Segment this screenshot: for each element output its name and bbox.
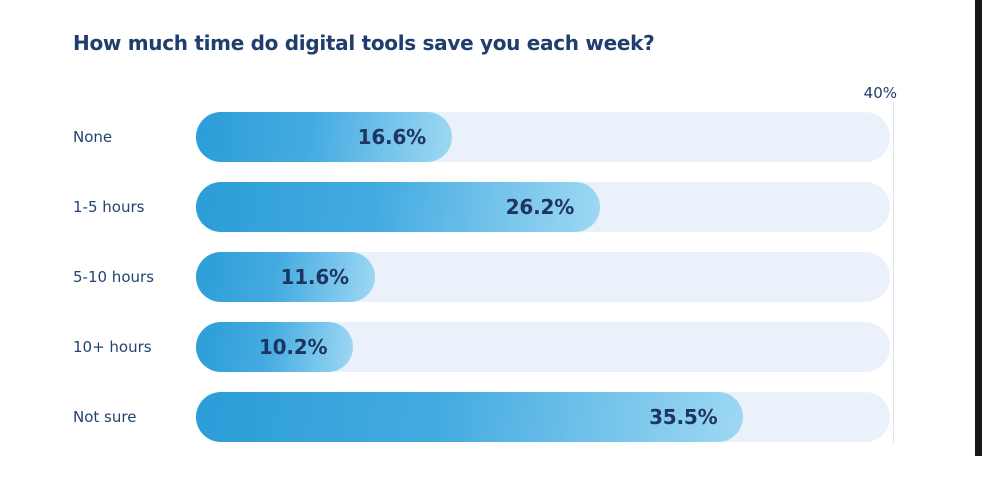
bar-row-5-10-hours: 5-10 hours 11.6%: [0, 252, 982, 302]
bar-row-not-sure: Not sure 35.5%: [0, 392, 982, 442]
axis-gridline: [893, 103, 894, 443]
value-label: 35.5%: [649, 405, 718, 429]
axis-max-tick-label: 40%: [863, 84, 897, 102]
category-label: 5-10 hours: [73, 268, 154, 286]
value-label: 11.6%: [280, 265, 350, 289]
category-label: 10+ hours: [73, 338, 152, 356]
bar-fill: 35.5%: [196, 392, 744, 442]
bar-fill: 26.2%: [196, 182, 601, 232]
bar-track: 16.6%: [196, 112, 890, 162]
screenshot-edge-strip: [975, 0, 982, 456]
bar-fill: 16.6%: [196, 112, 452, 162]
category-label: 1-5 hours: [73, 198, 145, 216]
bar-row-none: None 16.6%: [0, 112, 982, 162]
bar-row-1-5-hours: 1-5 hours 26.2%: [0, 182, 982, 232]
category-label: None: [73, 128, 113, 146]
bar-track: 35.5%: [196, 392, 890, 442]
bar-fill: 10.2%: [196, 322, 354, 372]
bar-row-10-plus-hours: 10+ hours 10.2%: [0, 322, 982, 372]
chart-title: How much time do digital tools save you …: [73, 31, 655, 55]
value-label: 26.2%: [505, 195, 575, 219]
value-label: 10.2%: [258, 335, 328, 359]
bar-track: 11.6%: [196, 252, 890, 302]
bar-track: 26.2%: [196, 182, 890, 232]
bar-track: 10.2%: [196, 322, 890, 372]
bar-fill: 11.6%: [196, 252, 375, 302]
category-label: Not sure: [73, 408, 137, 426]
value-label: 16.6%: [357, 125, 427, 149]
